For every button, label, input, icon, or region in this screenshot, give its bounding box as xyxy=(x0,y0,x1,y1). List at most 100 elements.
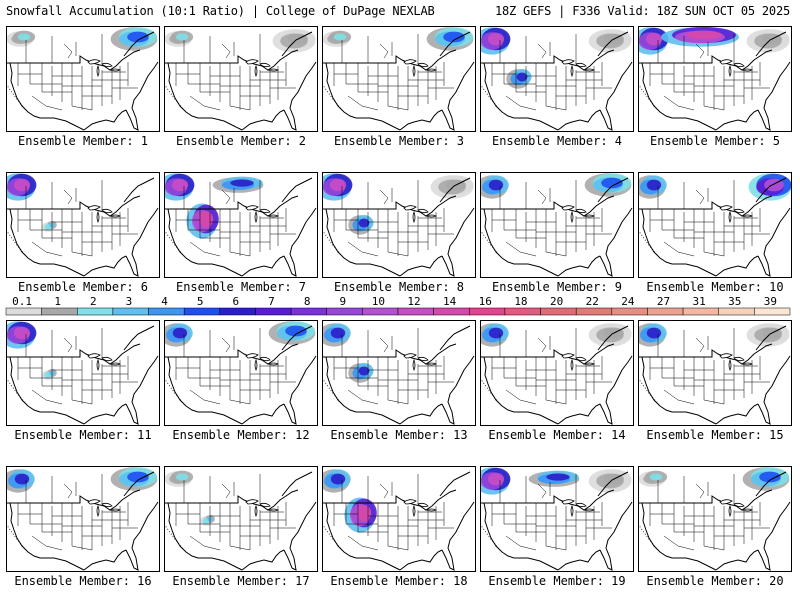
map-outline xyxy=(638,31,791,131)
panel-frame xyxy=(164,466,318,572)
ensemble-panel: Ensemble Member: 15 xyxy=(638,320,792,442)
panel-label: Ensemble Member: 19 xyxy=(488,574,625,588)
ensemble-panel: Ensemble Member: 2 xyxy=(164,26,318,148)
snowfall-region xyxy=(638,175,667,199)
snowfall-region xyxy=(742,467,790,491)
snowfall-region xyxy=(506,69,532,89)
panel-frame xyxy=(480,466,634,572)
snowfall-region xyxy=(110,27,158,51)
panel-label: Ensemble Member: 9 xyxy=(492,280,622,294)
snowfall-region xyxy=(528,470,580,487)
snowfall-region xyxy=(322,323,351,347)
snowfall-region xyxy=(322,30,352,47)
snowfall-region xyxy=(322,173,353,201)
colorbar-swatch xyxy=(112,307,149,316)
snowfall-region xyxy=(42,221,57,232)
colorbar-tick-label: 14 xyxy=(443,295,457,308)
colorbar-tick-label: 35 xyxy=(728,295,741,308)
colorbar-tick-label: 22 xyxy=(586,295,599,308)
map-outline xyxy=(638,471,791,571)
snowfall-region xyxy=(6,321,37,349)
map-outline xyxy=(322,471,475,571)
snowfall-region xyxy=(426,27,474,51)
map-outline xyxy=(322,177,475,277)
colorbar-tick-label: 20 xyxy=(550,295,563,308)
colorbar-tick-label: 2 xyxy=(90,295,97,308)
ensemble-panel: Ensemble Member: 9 xyxy=(480,172,634,294)
colorbar-swatch xyxy=(754,307,791,316)
colorbar-swatch xyxy=(219,307,256,316)
colorbar-tick-label: 39 xyxy=(764,295,777,308)
map-outline xyxy=(322,31,475,131)
map-outline xyxy=(480,471,633,571)
panel-frame xyxy=(164,26,318,132)
snowfall-region xyxy=(584,173,632,197)
panel-frame xyxy=(322,172,476,278)
snowfall-region xyxy=(661,27,739,47)
snowfall-region xyxy=(348,363,374,383)
panel-frame xyxy=(164,320,318,426)
colorbar-swatch xyxy=(5,307,42,316)
panel-frame xyxy=(6,26,160,132)
ensemble-panel: Ensemble Member: 10 xyxy=(638,172,792,294)
panel-frame xyxy=(480,26,634,132)
colorbar-tick-label: 7 xyxy=(268,295,275,308)
snowfall-region xyxy=(164,470,194,487)
panel-label: Ensemble Member: 10 xyxy=(646,280,783,294)
colorbar-tick-label: 3 xyxy=(126,295,133,308)
colorbar-swatch xyxy=(504,307,541,316)
panel-label: Ensemble Member: 6 xyxy=(18,280,148,294)
map-outline xyxy=(480,177,633,277)
colorbar-tick-label: 12 xyxy=(407,295,420,308)
colorbar-legend: 0.1 1 2 3 4 5 6 7 8 9 10 12 14 16 18 20 22 24 27 31 35 39 xyxy=(5,295,791,316)
panel-frame xyxy=(638,466,792,572)
valid-time-label: 18Z GEFS | F336 Valid: 18Z SUN OCT 05 20… xyxy=(494,4,790,18)
panel-frame xyxy=(6,172,160,278)
panel-label: Ensemble Member: 5 xyxy=(650,134,780,148)
ensemble-panel: Ensemble Member: 8 xyxy=(322,172,476,294)
ensemble-panel: Ensemble Member: 5 xyxy=(638,26,792,148)
panel-label: Ensemble Member: 15 xyxy=(646,428,783,442)
colorbar-swatch xyxy=(611,307,648,316)
ensemble-panel: Ensemble Member: 12 xyxy=(164,320,318,442)
panel-frame xyxy=(322,320,476,426)
panel-label: Ensemble Member: 18 xyxy=(330,574,467,588)
snowfall-region xyxy=(588,469,632,493)
ensemble-panel: Ensemble Member: 3 xyxy=(322,26,476,148)
panel-label: Ensemble Member: 14 xyxy=(488,428,625,442)
snowfall-region xyxy=(322,469,351,493)
snowfall-region xyxy=(212,176,264,193)
colorbar-tick-label: 18 xyxy=(514,295,527,308)
colorbar-swatch xyxy=(718,307,755,316)
map-outline xyxy=(322,325,475,425)
colorbar-swatch xyxy=(41,307,78,316)
map-outline xyxy=(6,177,159,277)
colorbar-swatch xyxy=(575,307,613,316)
snowfall-region xyxy=(6,173,37,201)
panel-label: Ensemble Member: 4 xyxy=(492,134,622,148)
colorbar-swatch xyxy=(255,307,292,316)
panel-frame xyxy=(322,26,476,132)
snowfall-region xyxy=(6,30,36,47)
ensemble-panel: Ensemble Member: 16 xyxy=(6,466,160,588)
snowfall-region xyxy=(638,470,668,487)
colorbar-tick-label: 0.1 xyxy=(12,295,32,308)
colorbar-swatch xyxy=(148,307,185,316)
map-outline xyxy=(6,471,159,571)
colorbar-swatch xyxy=(183,307,221,316)
colorbar-tick-label: 31 xyxy=(693,295,706,308)
colorbar-tick-label: 8 xyxy=(304,295,311,308)
snowfall-region xyxy=(272,29,316,53)
colorbar-tick-label: 6 xyxy=(233,295,240,308)
panel-label: Ensemble Member: 1 xyxy=(18,134,148,148)
snowfall-region xyxy=(430,175,474,199)
panel-frame xyxy=(6,320,160,426)
panel-label: Ensemble Member: 2 xyxy=(176,134,306,148)
snowfall-region xyxy=(480,323,509,347)
snowfall-region xyxy=(480,467,511,495)
panel-label: Ensemble Member: 8 xyxy=(334,280,464,294)
panel-frame xyxy=(6,466,160,572)
snowfall-region xyxy=(638,27,669,55)
colorbar-tick-label: 5 xyxy=(197,295,204,308)
